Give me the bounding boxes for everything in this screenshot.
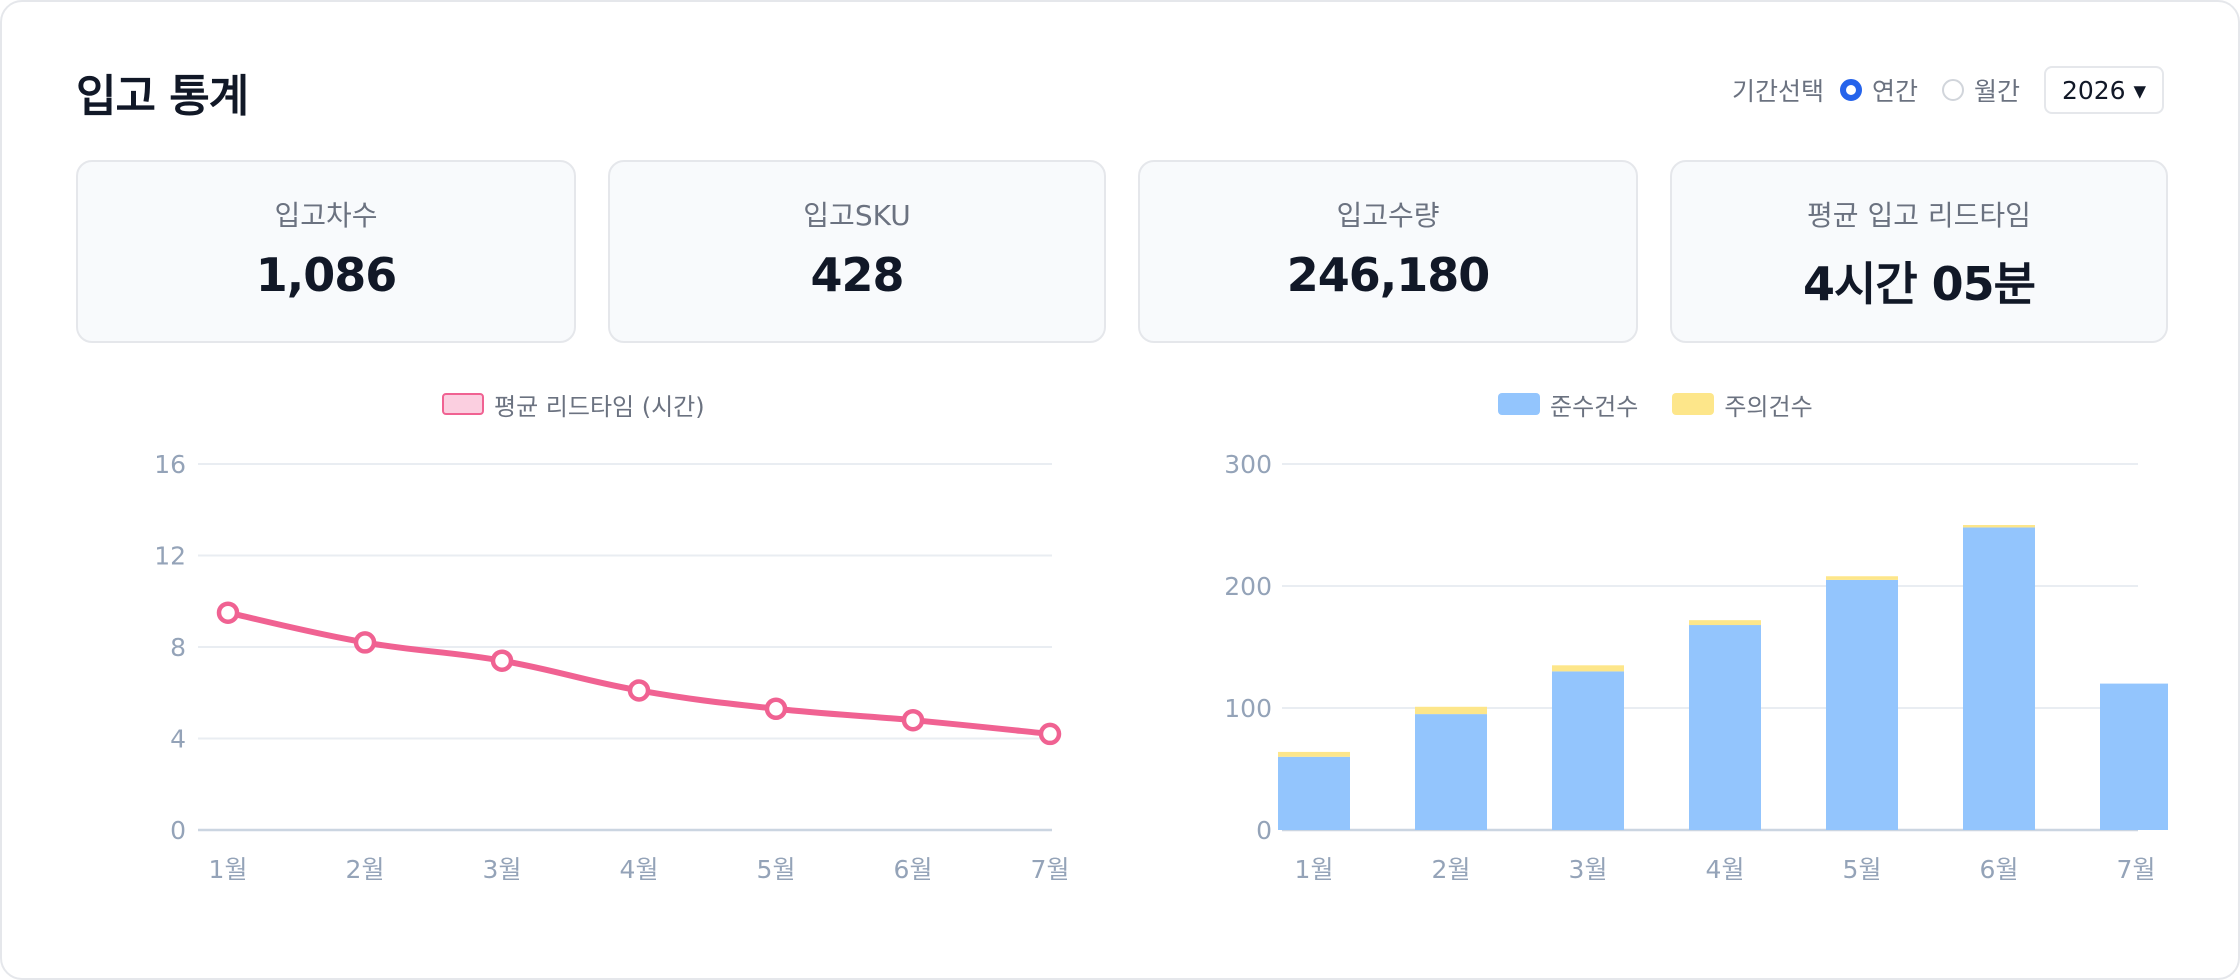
radio-monthly[interactable] bbox=[1941, 79, 1964, 101]
bar-caution bbox=[1826, 576, 1898, 580]
x-tick-label: 1월 bbox=[1295, 855, 1334, 884]
bar-compliant bbox=[1689, 625, 1761, 830]
y-tick-label: 0 bbox=[1256, 816, 1272, 845]
legend-item-leadtime[interactable]: 평균 리드타임 (시간) bbox=[442, 387, 705, 422]
kpi-value: 1,086 bbox=[255, 248, 398, 302]
compliance-bar-chart: 0 100 200 300 1월 2월 3월 4월 5월 6월 7월 bbox=[1224, 450, 2168, 884]
bar-caution bbox=[1963, 525, 2035, 528]
kpi-card-avg-leadtime: 평균 입고 리드타임 4시간 05분 bbox=[1670, 160, 2168, 343]
bar-compliant bbox=[1552, 671, 1624, 830]
kpi-label: 입고수량 bbox=[1336, 199, 1440, 232]
legend-swatch bbox=[1498, 393, 1540, 415]
kpi-label: 입고SKU bbox=[803, 199, 911, 232]
y-tick-label: 100 bbox=[1224, 694, 1272, 723]
radio-yearly[interactable] bbox=[1839, 79, 1862, 101]
bar-caution bbox=[1415, 706, 1487, 715]
kpi-value: 4시간 05분 bbox=[1803, 257, 2036, 311]
kpi-value: 246,180 bbox=[1286, 248, 1491, 302]
data-point bbox=[353, 631, 377, 654]
y-tick-label: 300 bbox=[1224, 450, 1272, 479]
bar-compliant bbox=[1826, 579, 1898, 830]
data-point bbox=[901, 708, 925, 732]
x-tick-label: 7월 bbox=[2117, 855, 2156, 884]
bar-caution bbox=[1689, 620, 1761, 626]
x-tick-label: 3월 bbox=[1569, 855, 1608, 884]
legend-label: 평균 리드타임 (시간) bbox=[494, 392, 705, 421]
period-label: 기간선택 bbox=[1731, 77, 1824, 106]
kpi-label: 입고차수 bbox=[274, 199, 378, 232]
x-tick-label: 1월 bbox=[209, 855, 248, 884]
leadtime-line-chart: 0 4 8 12 16 1월 2월 3월 4월 5월 6월 7월 bbox=[154, 450, 1070, 884]
x-tick-label: 2월 bbox=[346, 855, 385, 884]
y-tick-label: 200 bbox=[1224, 572, 1272, 601]
kpi-label: 평균 입고 리드타임 bbox=[1807, 199, 2031, 232]
data-point bbox=[216, 601, 240, 624]
x-tick-label: 4월 bbox=[620, 855, 659, 884]
legend-label: 주의건수 bbox=[1724, 392, 1813, 421]
bar-caution bbox=[1278, 751, 1350, 757]
y-tick-label: 8 bbox=[170, 633, 186, 662]
bar-compliant bbox=[1278, 756, 1350, 830]
line-chart-legend: 평균 리드타임 (시간) bbox=[442, 386, 705, 422]
kpi-card-inbound-quantity: 입고수량 246,180 bbox=[1138, 160, 1638, 343]
y-tick-label: 16 bbox=[154, 450, 186, 479]
legend-swatch bbox=[1672, 393, 1715, 415]
legend-item-caution[interactable]: 주의건수 bbox=[1672, 387, 1813, 422]
x-tick-label: 5월 bbox=[757, 855, 796, 884]
bar-compliant bbox=[1963, 527, 2035, 830]
data-point bbox=[1038, 722, 1062, 746]
x-tick-label: 2월 bbox=[1432, 855, 1471, 884]
x-tick-label: 4월 bbox=[1706, 855, 1745, 884]
legend-label: 준수건수 bbox=[1550, 392, 1639, 421]
radio-yearly-label[interactable]: 연간 bbox=[1871, 77, 1918, 106]
y-tick-label: 12 bbox=[154, 542, 186, 571]
bar-chart-legend: 준수건수 주의건수 bbox=[1498, 386, 1813, 422]
bar-caution bbox=[1552, 665, 1624, 672]
radio-monthly-label[interactable]: 월간 bbox=[1973, 77, 2020, 106]
year-select[interactable]: 2026 ▾ bbox=[2044, 66, 2164, 114]
kpi-card-inbound-sku: 입고SKU 428 bbox=[608, 160, 1106, 343]
legend-swatch bbox=[442, 393, 484, 415]
x-tick-label: 6월 bbox=[894, 855, 933, 884]
kpi-card-inbound-count: 입고차수 1,086 bbox=[76, 160, 576, 343]
page-title: 입고 통계 bbox=[76, 71, 249, 122]
kpi-value: 428 bbox=[810, 248, 904, 302]
bar-compliant bbox=[1415, 714, 1487, 830]
data-point bbox=[627, 679, 651, 702]
data-point bbox=[490, 649, 514, 672]
x-tick-label: 3월 bbox=[483, 855, 522, 884]
bar-compliant bbox=[2100, 683, 2168, 830]
x-tick-label: 5월 bbox=[1843, 855, 1882, 884]
x-tick-label: 6월 bbox=[1980, 855, 2019, 884]
period-selector: 기간선택 연간 월간 2026 ▾ bbox=[1732, 66, 2164, 114]
y-tick-label: 0 bbox=[170, 816, 186, 845]
legend-item-compliant[interactable]: 준수건수 bbox=[1498, 387, 1638, 422]
y-tick-label: 4 bbox=[170, 725, 186, 754]
data-point bbox=[764, 697, 788, 721]
x-tick-label: 7월 bbox=[1031, 855, 1070, 884]
